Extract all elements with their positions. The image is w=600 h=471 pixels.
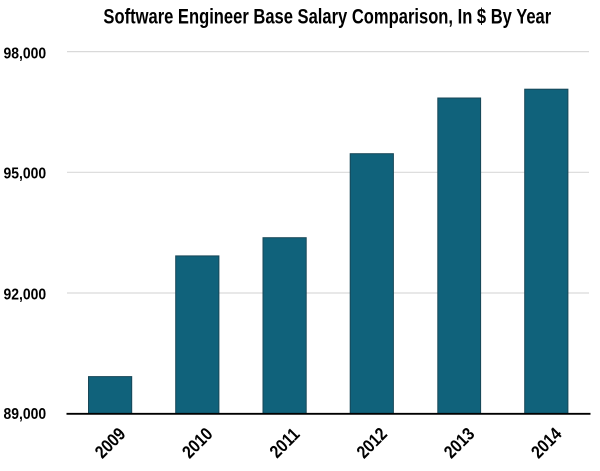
svg-text:98,000: 98,000 <box>4 46 47 63</box>
svg-text:89,000: 89,000 <box>4 406 47 423</box>
svg-text:Software Engineer Base Salary: Software Engineer Base Salary Comparison… <box>103 6 551 30</box>
svg-text:92,000: 92,000 <box>4 287 47 304</box>
svg-text:95,000: 95,000 <box>4 166 47 183</box>
